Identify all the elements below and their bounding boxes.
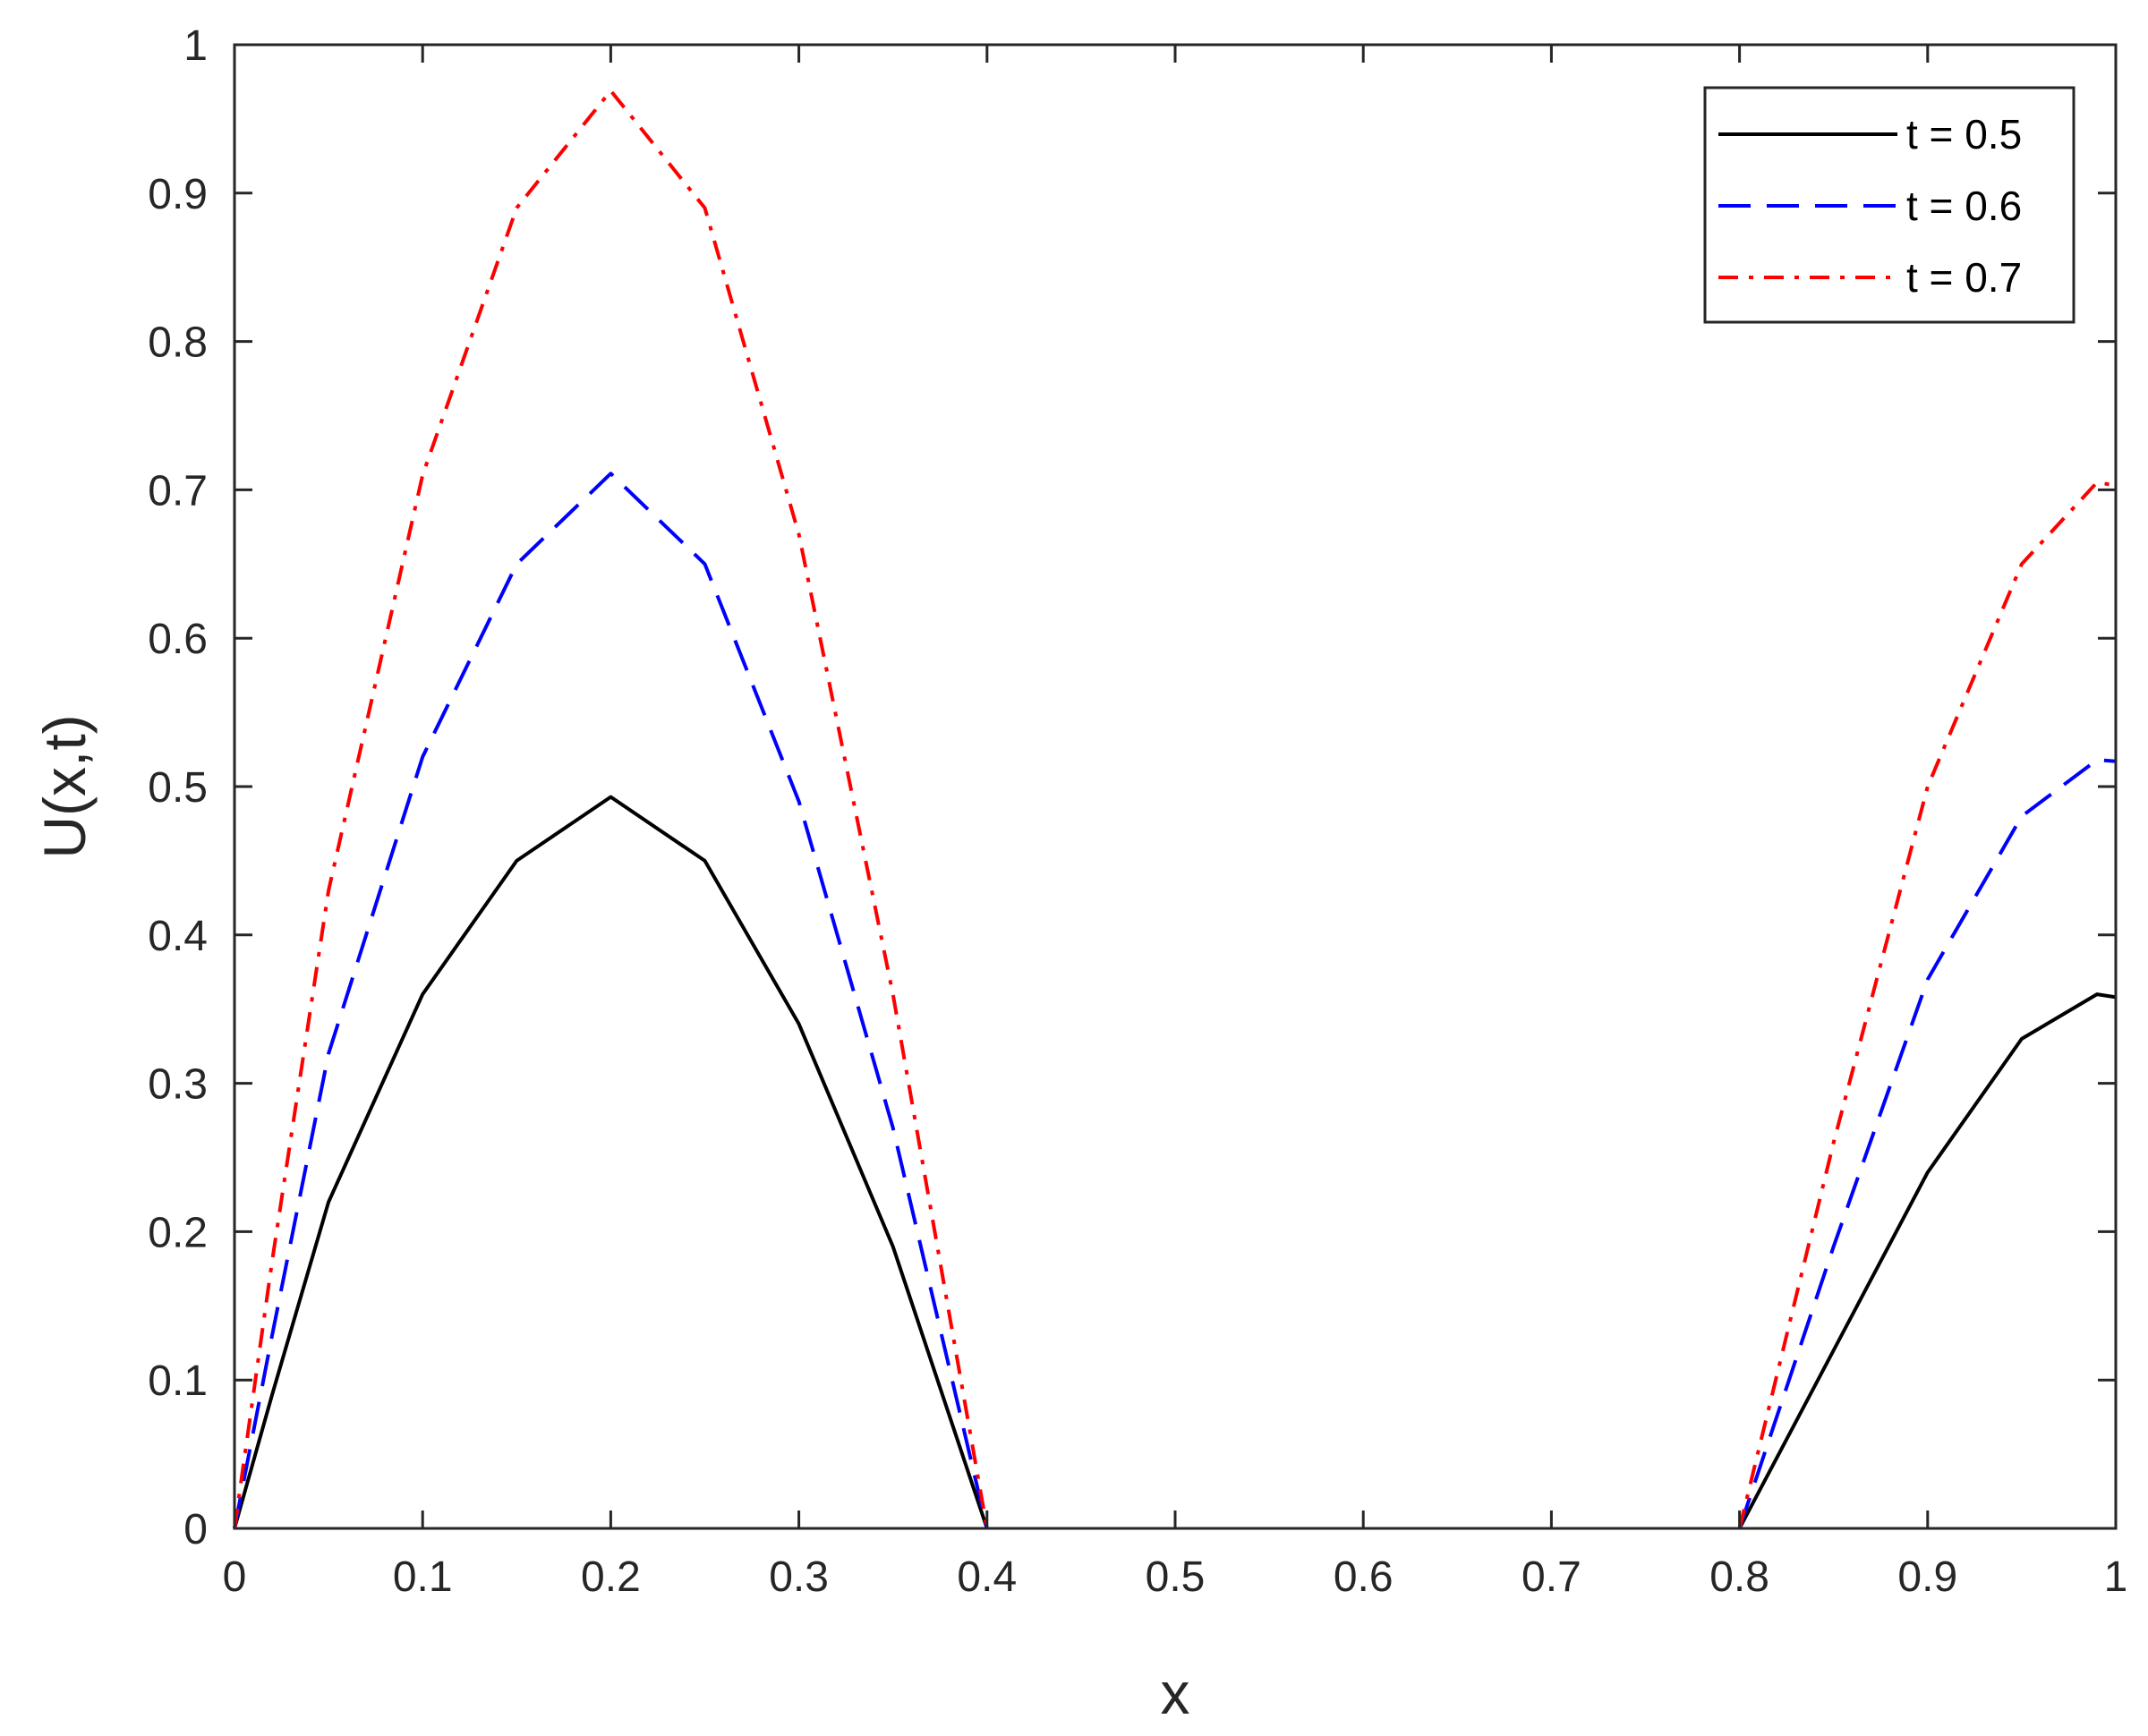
legend-label: t = 0.5 bbox=[1906, 111, 2022, 157]
y-tick-label: 0.8 bbox=[148, 319, 208, 367]
y-tick-label: 0.5 bbox=[148, 764, 208, 812]
series-1-line-segment-2 bbox=[1737, 992, 2117, 1529]
series-3-line-segment-1 bbox=[233, 89, 989, 1529]
legend: t = 0.5 t = 0.6 t = 0.7 bbox=[1703, 86, 2076, 324]
series-2-line-segment-1 bbox=[233, 472, 989, 1529]
x-tick-label: 1 bbox=[2104, 1553, 2128, 1601]
legend-label: t = 0.7 bbox=[1906, 254, 2022, 301]
legend-label: t = 0.6 bbox=[1906, 183, 2022, 229]
x-axis-label: x bbox=[1161, 1660, 1190, 1726]
x-tick-label: 0 bbox=[223, 1553, 247, 1601]
x-tick-label: 0.3 bbox=[769, 1553, 829, 1601]
series-3-line-segment-2 bbox=[1737, 481, 2117, 1529]
y-tick-label: 0.6 bbox=[148, 616, 208, 663]
y-tick-label: 0.7 bbox=[148, 467, 208, 515]
y-tick-label: 0 bbox=[183, 1506, 208, 1553]
x-tick-label: 0.7 bbox=[1522, 1553, 1581, 1601]
x-tick-label: 0.1 bbox=[393, 1553, 453, 1601]
y-tick-label: 1 bbox=[183, 22, 208, 70]
x-tick-label: 0.5 bbox=[1146, 1553, 1206, 1601]
axis-ticks: 0 0.1 0.2 0.3 0.4 0.5 0.6 0.7 0.8 0.9 1 0 0.1 0.2 0.3 0… bbox=[148, 22, 2127, 1601]
y-tick-label: 0.4 bbox=[148, 913, 208, 960]
y-tick-label: 0.1 bbox=[148, 1357, 208, 1405]
y-axis-label: U(x,t) bbox=[31, 714, 98, 858]
x-tick-label: 0.8 bbox=[1709, 1553, 1769, 1601]
y-tick-label: 0.2 bbox=[148, 1209, 208, 1256]
x-tick-label: 0.2 bbox=[581, 1553, 641, 1601]
x-tick-label: 0.9 bbox=[1897, 1553, 1957, 1601]
x-tick-label: 0.6 bbox=[1334, 1553, 1394, 1601]
series-2-line-segment-2 bbox=[1737, 758, 2117, 1529]
y-tick-label: 0.9 bbox=[148, 171, 208, 218]
series-1-line-segment-1 bbox=[233, 795, 989, 1529]
x-tick-label: 0.4 bbox=[957, 1553, 1017, 1601]
y-tick-label: 0.3 bbox=[148, 1061, 208, 1109]
series-lines bbox=[233, 89, 2117, 1529]
